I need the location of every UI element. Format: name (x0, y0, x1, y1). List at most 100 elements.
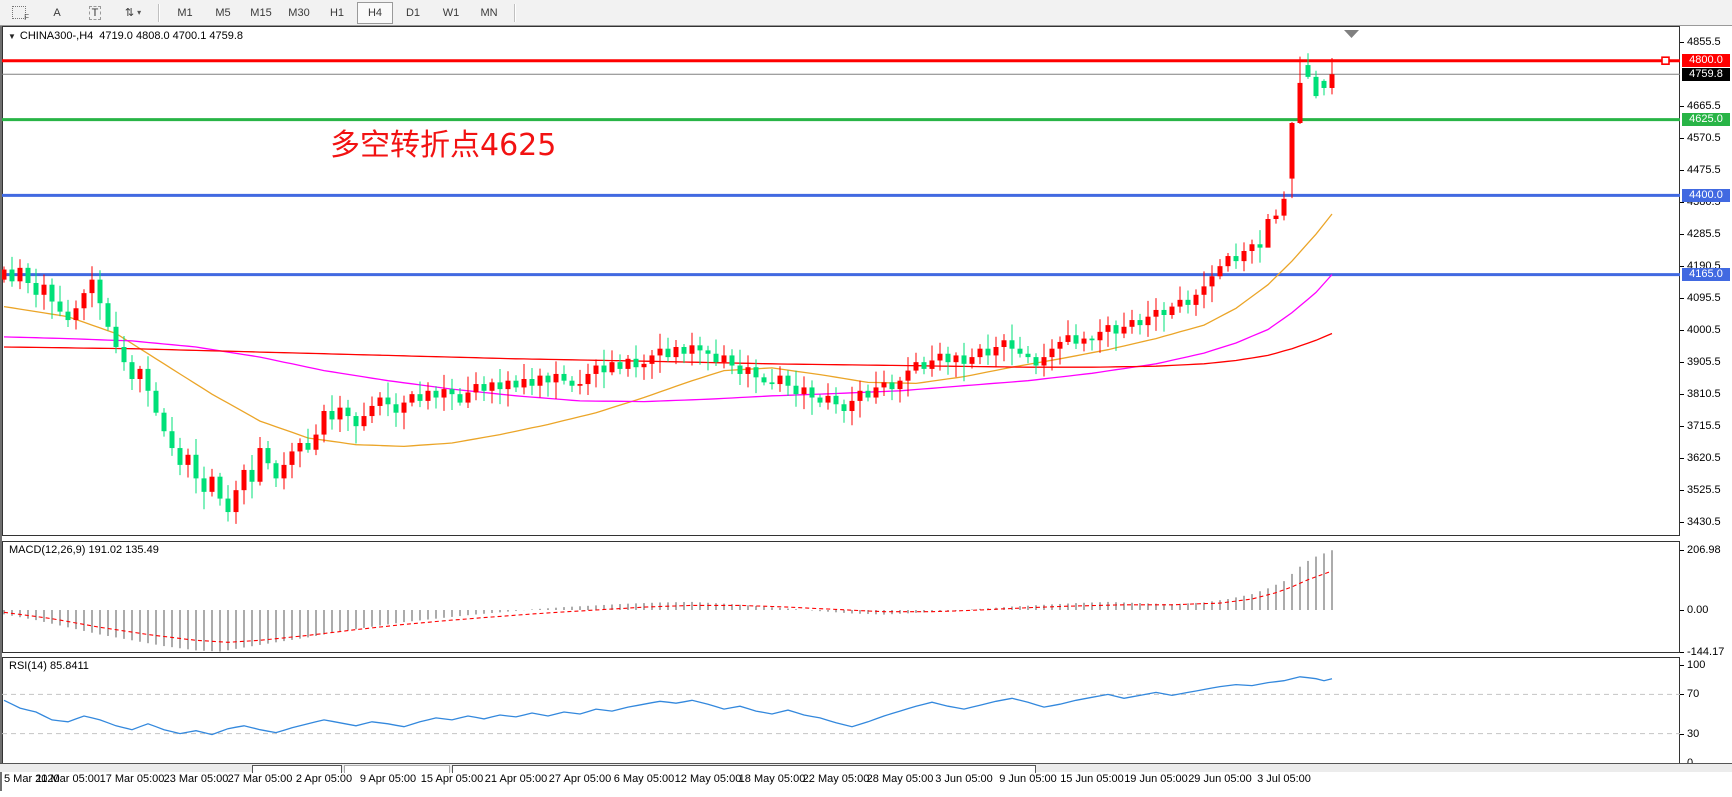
price-axis-tick (1680, 394, 1684, 395)
price-axis-label: 4665.5 (1687, 100, 1721, 112)
macd-axis-tick (1680, 652, 1684, 653)
candlesticks[interactable] (2, 53, 1335, 524)
price-axis-tick (1680, 490, 1684, 491)
macd-axis-label: 0.00 (1687, 604, 1709, 616)
time-axis-label: 17 Mar 05:00 (99, 773, 165, 785)
time-axis-label: 3 Jul 05:00 (1257, 773, 1311, 785)
rsi-panel-canvas[interactable] (2, 657, 1680, 766)
rsi-axis-label: 70 (1687, 688, 1700, 700)
price-axis-tick (1680, 138, 1684, 139)
main-plot-border (2, 26, 1680, 536)
time-axis-label: 23 Mar 05:00 (163, 773, 229, 785)
macd-signal-line (3, 570, 1333, 643)
price-badge-4800.0: 4800.0 (1682, 54, 1730, 67)
label-tool-button[interactable]: T (77, 2, 113, 24)
ohlc-values-label: 4719.0 4808.0 4700.1 4759.8 (99, 30, 244, 42)
rsi-axis-label: 30 (1687, 728, 1700, 740)
time-axis-label: 29 Jun 05:00 (1188, 773, 1252, 785)
macd-panel-border (2, 541, 1680, 653)
status-bar-segment (344, 765, 450, 773)
price-badge-4400.0: 4400.0 (1682, 189, 1730, 202)
text-tool-button[interactable]: A (53, 6, 61, 19)
macd-indicator-label: MACD(12,26,9) 191.02 135.49 (9, 544, 159, 556)
price-axis-label: 3525.5 (1687, 484, 1721, 496)
price-axis-label: 3620.5 (1687, 452, 1721, 464)
time-axis-label: 22 May 05:00 (802, 773, 870, 785)
time-axis-label: 5 Mar 2020 (4, 773, 60, 785)
price-axis-label: 4570.5 (1687, 132, 1721, 144)
fibonacci-tool-icon: F (12, 6, 29, 22)
price-axis-label: 4000.5 (1687, 324, 1721, 336)
rsi-panel-border (2, 657, 1680, 766)
price-badge-4625.0: 4625.0 (1682, 113, 1730, 126)
main-toolbar: F A T ⇅ ▾ M1 M5 M15 M30 H1 H4 D1 W1 MN (0, 0, 1732, 26)
timeframe-button-m30[interactable]: M30 (288, 6, 310, 19)
timeframe-button-d1[interactable]: D1 (405, 6, 421, 19)
time-axis-label: 18 May 05:00 (738, 773, 806, 785)
time-axis-label: 27 Apr 05:00 (548, 773, 612, 785)
price-axis-tick (1680, 298, 1684, 299)
rsi-axis-tick (1680, 734, 1684, 735)
price-axis-tick (1680, 458, 1684, 459)
macd-panel-canvas[interactable] (2, 541, 1680, 653)
price-axis-tick (1680, 170, 1684, 171)
level-line-handle[interactable] (1661, 56, 1670, 65)
time-axis-label: 9 Apr 05:00 (359, 773, 417, 785)
toolbar-separator (514, 3, 516, 22)
price-axis-tick (1680, 234, 1684, 235)
status-bar-segment (252, 765, 342, 773)
macd-axis-tick (1680, 610, 1684, 611)
macd-axis-label: 206.98 (1687, 544, 1721, 556)
toolbar-separator (158, 3, 160, 22)
window-bottom-border (0, 763, 1732, 764)
time-axis-label: 15 Apr 05:00 (420, 773, 484, 785)
main-chart-canvas[interactable] (2, 26, 1680, 536)
time-axis-label: 6 May 05:00 (613, 773, 675, 785)
price-axis-label: 4475.5 (1687, 164, 1721, 176)
arrows-tool-button[interactable]: ⇅ ▾ (115, 2, 151, 24)
ma-fast-orange-line (3, 213, 1333, 448)
chart-text-annotation[interactable]: 多空转折点4625 (330, 128, 557, 163)
rsi-indicator-label: RSI(14) 85.8411 (9, 660, 89, 672)
price-axis-tick (1680, 522, 1684, 523)
price-axis-label: 3810.5 (1687, 388, 1721, 400)
rsi-axis-tick (1680, 694, 1684, 695)
timeframe-button-w1[interactable]: W1 (442, 6, 460, 19)
timeframe-button-m5[interactable]: M5 (215, 6, 231, 19)
price-axis-tick (1680, 362, 1684, 363)
fibonacci-tool-button[interactable]: F (1, 2, 37, 24)
rsi-axis-label: 100 (1687, 659, 1706, 671)
time-axis-label: 9 Jun 05:00 (999, 773, 1057, 785)
symbol-timeframe-label: CHINA300-,H4 (19, 30, 94, 42)
price-axis-tick (1680, 266, 1684, 267)
rsi-line (3, 676, 1333, 736)
time-axis: 5 Mar 2020 11 Mar 05:00 17 Mar 05:00 23 Mar… (4, 766, 1680, 790)
status-bar-segment (452, 765, 1036, 773)
status-bar (0, 764, 1732, 773)
time-axis-label: 11 Mar 05:00 (35, 773, 101, 785)
time-axis-label: 19 Jun 05:00 (1124, 773, 1188, 785)
chart-shift-marker-icon[interactable] (1344, 30, 1359, 38)
price-axis-label: 3715.5 (1687, 420, 1721, 432)
label-tool-icon: T (88, 5, 102, 20)
time-axis-label: 3 Jun 05:00 (935, 773, 993, 785)
price-axis-label: 3430.5 (1687, 516, 1721, 528)
price-axis-tick (1680, 330, 1684, 331)
price-axis-label: 3905.5 (1687, 356, 1721, 368)
time-axis-label: 12 May 05:00 (674, 773, 742, 785)
timeframe-button-m15[interactable]: M15 (250, 6, 272, 19)
time-axis-label: 2 Apr 05:00 (295, 773, 353, 785)
timeframe-button-h1[interactable]: H1 (329, 6, 345, 19)
timeframe-button-h4[interactable]: H4 (357, 1, 393, 24)
chart-title: ▼ CHINA300-,H4 4719.0 4808.0 4700.1 4759.8 (8, 30, 243, 42)
chart-dropdown-icon[interactable]: ▼ (8, 32, 16, 41)
price-axis-label: 4285.5 (1687, 228, 1721, 240)
price-axis-tick (1680, 106, 1684, 107)
timeframe-button-mn[interactable]: MN (480, 6, 498, 19)
time-axis-label: 15 Jun 05:00 (1060, 773, 1124, 785)
rsi-axis-tick (1680, 665, 1684, 666)
timeframe-button-m1[interactable]: M1 (177, 6, 193, 19)
price-axis: 4855.5 4665.5 4570.5 4475.5 4380.5 4285.5 4190… (1680, 26, 1732, 791)
macd-axis-label: -144.17 (1687, 646, 1725, 658)
price-axis-label: 4095.5 (1687, 292, 1721, 304)
